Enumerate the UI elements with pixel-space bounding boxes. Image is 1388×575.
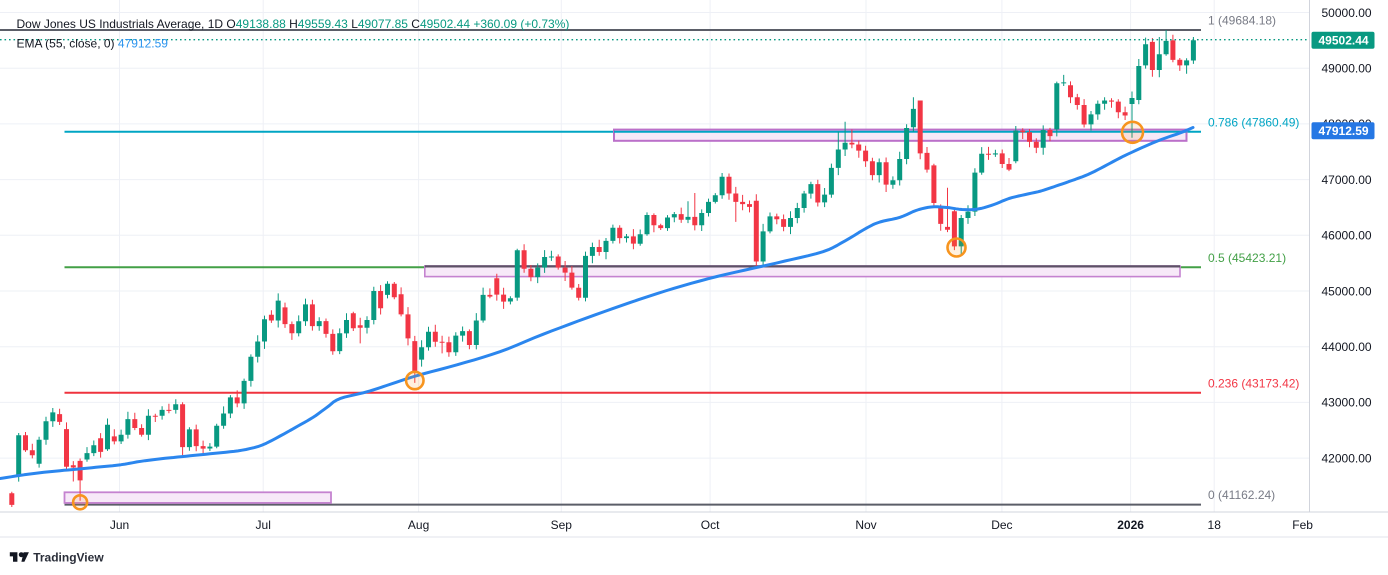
svg-text:Jun: Jun [110,518,129,532]
svg-text:42000.00: 42000.00 [1322,451,1372,465]
svg-text:45000.00: 45000.00 [1322,284,1372,298]
svg-text:43000.00: 43000.00 [1322,396,1372,410]
svg-text:49502.44: 49502.44 [1319,34,1369,48]
svg-text:47000.00: 47000.00 [1322,173,1372,187]
svg-text:1 (49684.18): 1 (49684.18) [1208,13,1276,27]
svg-text:Sep: Sep [551,518,573,532]
svg-text:TradingView: TradingView [33,550,104,564]
svg-text:49000.00: 49000.00 [1322,62,1372,76]
svg-text:Nov: Nov [855,518,876,532]
svg-text:Aug: Aug [408,518,429,532]
svg-text:0.236 (43173.42): 0.236 (43173.42) [1208,377,1299,391]
svg-text:0.786 (47860.49): 0.786 (47860.49) [1208,116,1299,130]
svg-text:Feb: Feb [1292,518,1313,532]
svg-text:0.5 (45423.21): 0.5 (45423.21) [1208,251,1286,265]
svg-text:0 (41162.24): 0 (41162.24) [1208,488,1275,502]
svg-text:2026: 2026 [1117,518,1144,532]
svg-text:47912.59: 47912.59 [1319,124,1369,138]
svg-text:46000.00: 46000.00 [1322,229,1372,243]
svg-text:Oct: Oct [701,518,720,532]
svg-text:Dow Jones US Industrials Avera: Dow Jones US Industrials Average, 1D O49… [17,17,570,31]
svg-text:Dec: Dec [991,518,1012,532]
svg-text:50000.00: 50000.00 [1322,6,1372,20]
svg-text:EMA (55, close, 0) 47912.59: EMA (55, close, 0) 47912.59 [17,36,169,50]
svg-text:Jul: Jul [256,518,271,532]
svg-text:44000.00: 44000.00 [1322,340,1372,354]
svg-text:18: 18 [1208,518,1222,532]
